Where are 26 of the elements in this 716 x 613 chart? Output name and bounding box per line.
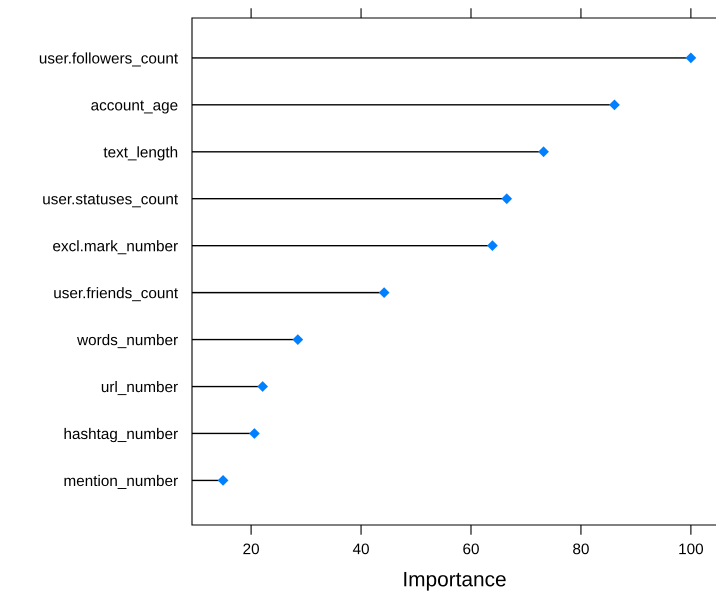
y-tick-label: text_length <box>104 146 178 160</box>
point <box>487 240 498 252</box>
point <box>538 146 549 158</box>
y-tick-label: hashtag_number <box>64 428 178 442</box>
point <box>249 428 260 439</box>
x-tick-label: 60 <box>463 543 479 554</box>
point <box>378 287 390 298</box>
point <box>686 52 696 64</box>
y-tick-label: user.followers_count <box>40 52 178 66</box>
y-tick-label: mention_number <box>64 474 178 489</box>
y-tick-label: excl.mark_number <box>53 240 178 254</box>
x-tick-label: 100 <box>679 543 704 554</box>
point <box>292 334 304 345</box>
point <box>257 381 268 392</box>
x-tick-label: 20 <box>243 543 259 554</box>
y-tick-label: url_number <box>102 380 178 396</box>
point <box>501 193 512 204</box>
y-tick-label: account_age <box>91 100 178 114</box>
y-tick-label: user.statuses_count <box>43 194 178 208</box>
y-tick-label: words_number <box>77 334 178 348</box>
x-axis-title: Importance <box>404 572 506 591</box>
point <box>609 99 620 110</box>
x-tick-label: 80 <box>573 543 589 554</box>
x-tick-label: 40 <box>352 543 369 554</box>
point <box>218 475 228 486</box>
y-tick-label: user.friends_count <box>54 287 178 302</box>
